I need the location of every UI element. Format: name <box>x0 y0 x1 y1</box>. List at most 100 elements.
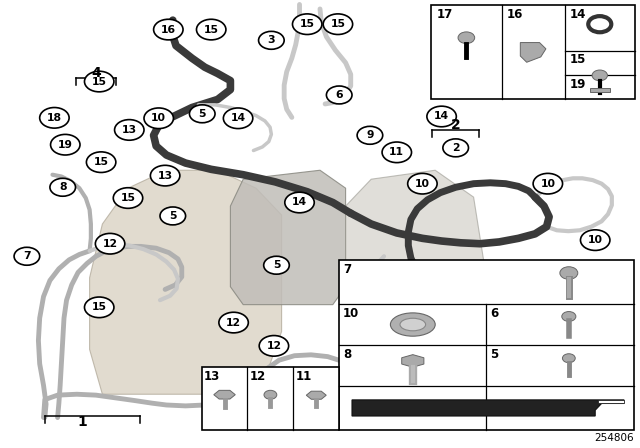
Circle shape <box>95 233 125 254</box>
Text: 15: 15 <box>92 302 107 312</box>
Text: 12: 12 <box>102 239 118 249</box>
Ellipse shape <box>390 313 435 336</box>
Text: 2: 2 <box>452 143 460 153</box>
Text: 9: 9 <box>366 130 374 140</box>
Polygon shape <box>402 355 424 367</box>
Circle shape <box>326 86 352 104</box>
Circle shape <box>382 142 412 163</box>
Circle shape <box>50 178 76 196</box>
Text: 11: 11 <box>296 370 312 383</box>
Polygon shape <box>307 391 326 399</box>
Circle shape <box>150 165 180 186</box>
Circle shape <box>264 390 276 399</box>
Ellipse shape <box>400 318 426 331</box>
Text: 8: 8 <box>343 348 351 361</box>
Text: 16: 16 <box>161 25 176 34</box>
Text: 16: 16 <box>507 8 523 21</box>
Text: 5: 5 <box>198 109 206 119</box>
Text: 12: 12 <box>226 318 241 327</box>
Circle shape <box>84 71 114 92</box>
Circle shape <box>560 267 578 279</box>
Circle shape <box>51 134 80 155</box>
Circle shape <box>14 247 40 265</box>
Circle shape <box>223 108 253 129</box>
Text: 5: 5 <box>169 211 177 221</box>
Text: 14: 14 <box>230 113 246 123</box>
Text: 4: 4 <box>91 66 101 81</box>
Text: 10: 10 <box>588 235 603 245</box>
Text: 5: 5 <box>490 348 499 361</box>
Circle shape <box>443 139 468 157</box>
Circle shape <box>144 108 173 129</box>
Text: 14: 14 <box>570 8 586 21</box>
Circle shape <box>292 14 322 34</box>
Text: 15: 15 <box>204 25 219 34</box>
Text: 10: 10 <box>343 307 359 320</box>
Circle shape <box>196 19 226 40</box>
Circle shape <box>427 106 456 127</box>
Text: 1: 1 <box>77 415 87 429</box>
Text: 254806: 254806 <box>594 433 634 443</box>
Text: 13: 13 <box>204 370 220 383</box>
Text: 7: 7 <box>23 251 31 261</box>
Text: 15: 15 <box>570 53 586 66</box>
Circle shape <box>86 152 116 172</box>
Polygon shape <box>598 400 624 404</box>
Circle shape <box>84 297 114 318</box>
Circle shape <box>259 31 284 49</box>
Polygon shape <box>214 390 236 399</box>
Text: 14: 14 <box>434 112 449 121</box>
Text: 2: 2 <box>451 118 461 133</box>
Polygon shape <box>352 400 624 416</box>
FancyBboxPatch shape <box>202 367 339 430</box>
Text: 10: 10 <box>540 179 556 189</box>
Text: 19: 19 <box>570 78 586 90</box>
Circle shape <box>189 105 215 123</box>
Circle shape <box>113 188 143 208</box>
Circle shape <box>408 173 437 194</box>
Text: 12: 12 <box>266 341 282 351</box>
Circle shape <box>458 32 475 43</box>
Text: 15: 15 <box>120 193 136 203</box>
Circle shape <box>160 207 186 225</box>
Polygon shape <box>520 43 546 62</box>
Text: 8: 8 <box>59 182 67 192</box>
Circle shape <box>285 192 314 213</box>
Circle shape <box>154 19 183 40</box>
Text: 13: 13 <box>122 125 137 135</box>
Text: 17: 17 <box>436 8 452 21</box>
Circle shape <box>264 256 289 274</box>
Circle shape <box>357 126 383 144</box>
Polygon shape <box>90 170 282 394</box>
Text: 10: 10 <box>415 179 430 189</box>
Text: 10: 10 <box>151 113 166 123</box>
Circle shape <box>323 14 353 34</box>
Circle shape <box>563 354 575 363</box>
Text: 6: 6 <box>335 90 343 100</box>
Text: 18: 18 <box>47 113 62 123</box>
Text: 6: 6 <box>490 307 499 320</box>
Circle shape <box>580 230 610 250</box>
FancyBboxPatch shape <box>339 260 634 430</box>
Circle shape <box>40 108 69 128</box>
Text: 5: 5 <box>273 260 280 270</box>
Circle shape <box>115 120 144 140</box>
Circle shape <box>562 311 576 321</box>
Text: 15: 15 <box>93 157 109 167</box>
Text: 3: 3 <box>268 35 275 45</box>
Text: 14: 14 <box>292 198 307 207</box>
Circle shape <box>588 16 611 32</box>
Polygon shape <box>346 170 486 323</box>
Text: 15: 15 <box>92 77 107 86</box>
Circle shape <box>219 312 248 333</box>
Circle shape <box>533 173 563 194</box>
Polygon shape <box>230 170 346 305</box>
FancyBboxPatch shape <box>431 5 635 99</box>
Text: 13: 13 <box>157 171 173 181</box>
Circle shape <box>259 336 289 356</box>
Text: 15: 15 <box>300 19 315 29</box>
Text: 11: 11 <box>389 147 404 157</box>
FancyBboxPatch shape <box>589 88 610 91</box>
Text: 19: 19 <box>58 140 73 150</box>
Text: 15: 15 <box>330 19 346 29</box>
